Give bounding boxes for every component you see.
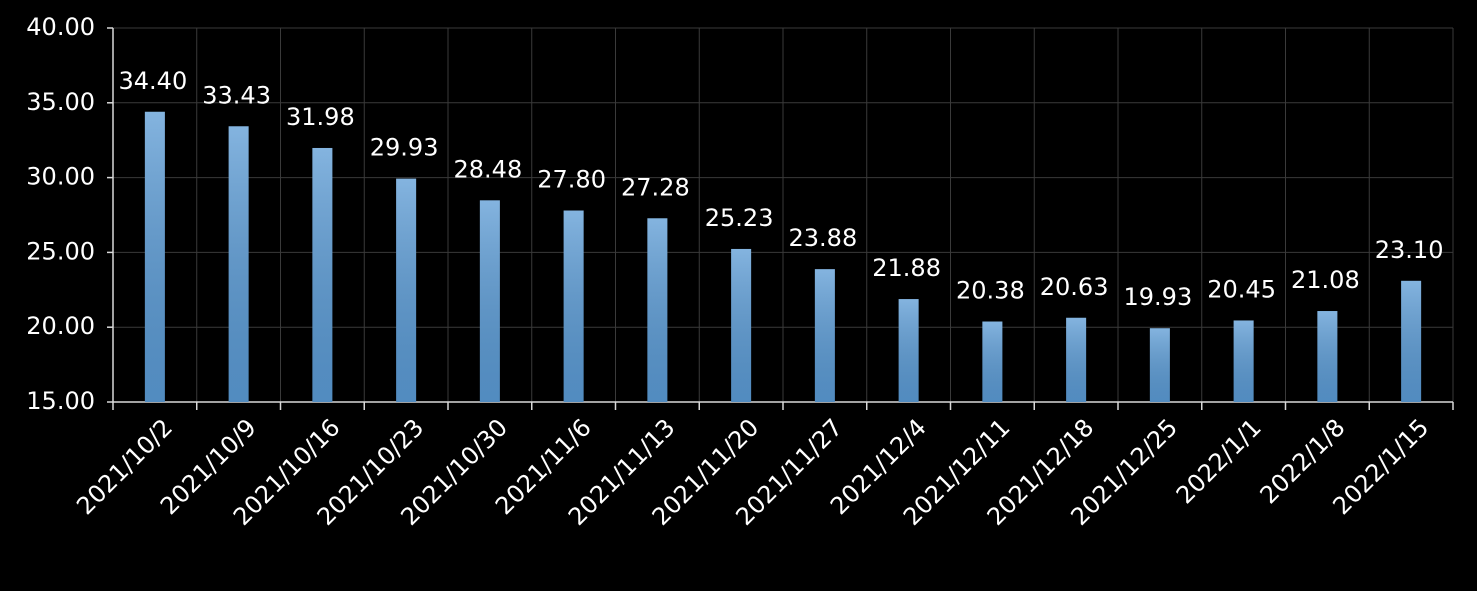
data-label: 19.93	[1124, 283, 1193, 311]
bar-shade	[814, 269, 835, 402]
data-label: 28.48	[454, 155, 523, 183]
data-label: 33.43	[202, 81, 271, 109]
bar-shade	[1233, 320, 1254, 402]
data-label: 25.23	[705, 204, 774, 232]
y-tick-label: 15.00	[26, 387, 95, 415]
data-label: 23.88	[789, 224, 858, 252]
bar-shade	[479, 200, 500, 402]
data-label: 27.28	[621, 173, 690, 201]
bar-shade	[396, 178, 417, 402]
y-tick-label: 35.00	[26, 88, 95, 116]
y-tick-label: 20.00	[26, 312, 95, 340]
y-tick-label: 25.00	[26, 237, 95, 265]
data-label: 23.10	[1375, 236, 1444, 264]
data-label: 29.93	[370, 134, 439, 162]
y-tick-label: 40.00	[26, 13, 95, 41]
data-label: 21.88	[872, 254, 941, 282]
bar-shade	[1149, 328, 1170, 402]
data-label: 20.63	[1040, 273, 1109, 301]
bar-shade	[228, 126, 249, 402]
data-label: 34.40	[119, 67, 188, 95]
data-label: 20.45	[1207, 275, 1276, 303]
bar-shade	[898, 299, 919, 402]
data-label: 21.08	[1291, 266, 1360, 294]
bar-shade	[647, 218, 668, 402]
bar-shade	[312, 147, 333, 402]
bar-shade	[144, 111, 165, 402]
data-label: 27.80	[537, 166, 606, 194]
y-tick-label: 30.00	[26, 163, 95, 191]
bar-shade	[563, 210, 584, 402]
bar-shade	[1401, 280, 1422, 402]
x-tick-label: 2022/1/1	[1171, 413, 1267, 509]
data-label: 20.38	[956, 277, 1025, 305]
bar-shade	[1317, 311, 1338, 402]
bar-shade	[1066, 317, 1087, 402]
bar-shade	[731, 248, 752, 402]
bar-shade	[982, 321, 1003, 402]
data-label: 31.98	[286, 103, 355, 131]
